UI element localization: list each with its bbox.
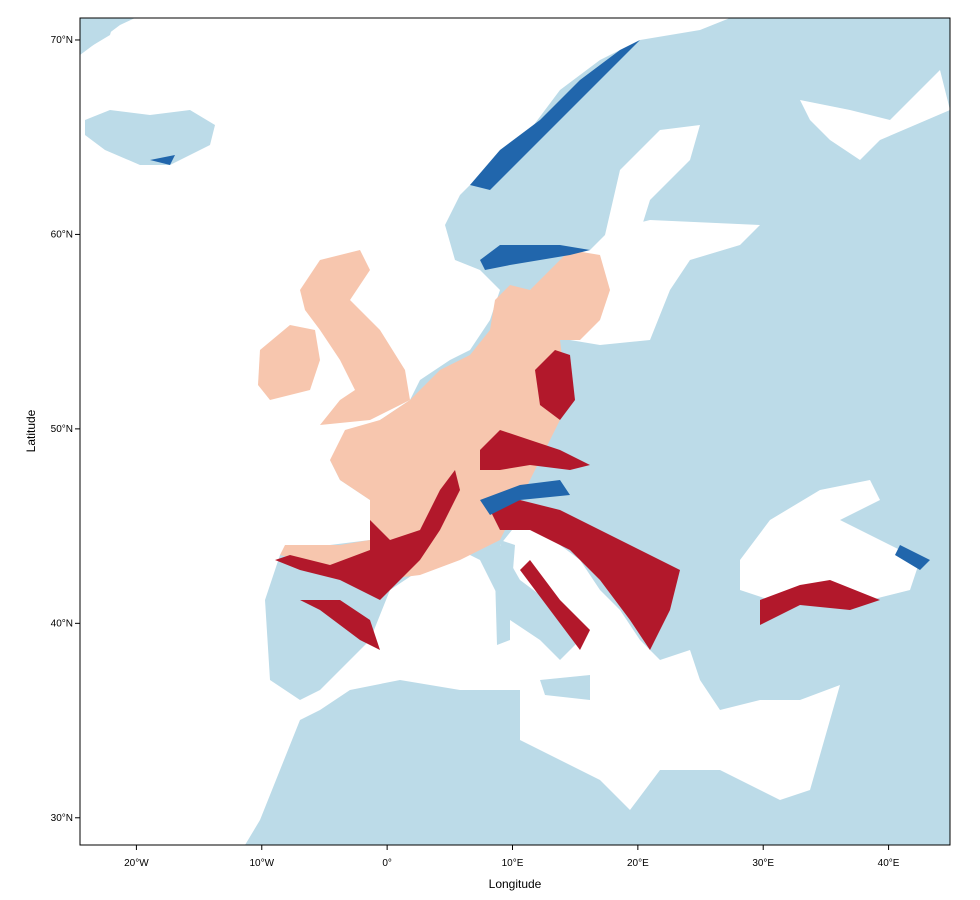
islands xyxy=(540,675,590,700)
y-tick-label: 60°N xyxy=(51,229,73,240)
red-zone xyxy=(520,560,590,650)
x-tick-label: 10°W xyxy=(249,858,274,869)
blue-zone xyxy=(470,40,640,190)
y-tick-label: 40°N xyxy=(51,618,73,629)
blue-zone xyxy=(150,155,175,165)
y-tick-label: 50°N xyxy=(51,424,73,435)
red-zone xyxy=(760,580,880,625)
red-zone xyxy=(480,430,590,470)
x-tick-label: 20°W xyxy=(124,858,149,869)
x-tick-label: 0° xyxy=(382,858,392,869)
red-zone xyxy=(535,350,575,420)
red-zone xyxy=(300,600,380,650)
blue-zone xyxy=(480,245,590,270)
x-axis-title: Longitude xyxy=(489,877,542,891)
blue-zone xyxy=(480,480,570,515)
x-tick-label: 40°E xyxy=(878,858,900,869)
blue-zone xyxy=(895,545,930,570)
greenland xyxy=(80,18,115,50)
y-tick-label: 70°N xyxy=(51,35,73,46)
x-tick-label: 30°E xyxy=(752,858,774,869)
islands xyxy=(500,540,515,570)
map-panel xyxy=(80,18,950,845)
y-tick-label: 30°N xyxy=(51,813,73,824)
x-tick-label: 10°E xyxy=(502,858,524,869)
mediterranean xyxy=(300,520,840,810)
britain xyxy=(300,250,410,425)
black-sea xyxy=(740,480,920,600)
western-europe xyxy=(280,250,610,580)
bothnia xyxy=(605,125,700,235)
red-zone xyxy=(490,500,680,650)
islands xyxy=(495,575,510,645)
ireland xyxy=(258,325,320,400)
atlantic xyxy=(80,18,730,845)
iceland xyxy=(85,110,215,165)
x-tick-label: 20°E xyxy=(627,858,649,869)
white-sea xyxy=(800,70,950,160)
plot-frame xyxy=(79,17,951,846)
y-axis-title: Latitude xyxy=(24,409,38,452)
red-zone xyxy=(275,470,460,600)
